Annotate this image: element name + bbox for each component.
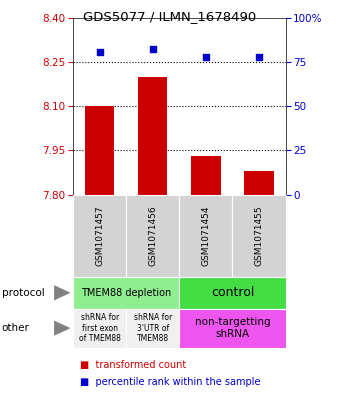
Text: ■  transformed count: ■ transformed count: [80, 360, 186, 370]
Text: GDS5077 / ILMN_1678490: GDS5077 / ILMN_1678490: [83, 10, 257, 23]
Text: shRNA for
3'UTR of
TMEM88: shRNA for 3'UTR of TMEM88: [134, 313, 172, 343]
Text: protocol: protocol: [2, 288, 45, 298]
Point: [97, 48, 102, 55]
Text: GSM1071456: GSM1071456: [148, 206, 157, 266]
Point: [256, 54, 262, 61]
Text: ■  percentile rank within the sample: ■ percentile rank within the sample: [80, 377, 260, 387]
Text: GSM1071454: GSM1071454: [201, 206, 210, 266]
Bar: [138, 77, 167, 195]
Text: GSM1071457: GSM1071457: [95, 206, 104, 266]
Text: non-targetting
shRNA: non-targetting shRNA: [195, 318, 270, 339]
Text: GSM1071455: GSM1071455: [255, 206, 264, 266]
Point: [150, 46, 155, 52]
Text: control: control: [211, 286, 254, 299]
Bar: [191, 156, 221, 195]
Text: other: other: [2, 323, 30, 333]
Text: TMEM88 depletion: TMEM88 depletion: [81, 288, 171, 298]
Text: shRNA for
first exon
of TMEM88: shRNA for first exon of TMEM88: [79, 313, 121, 343]
Point: [203, 54, 209, 61]
Bar: [244, 171, 274, 195]
Bar: [85, 106, 114, 195]
